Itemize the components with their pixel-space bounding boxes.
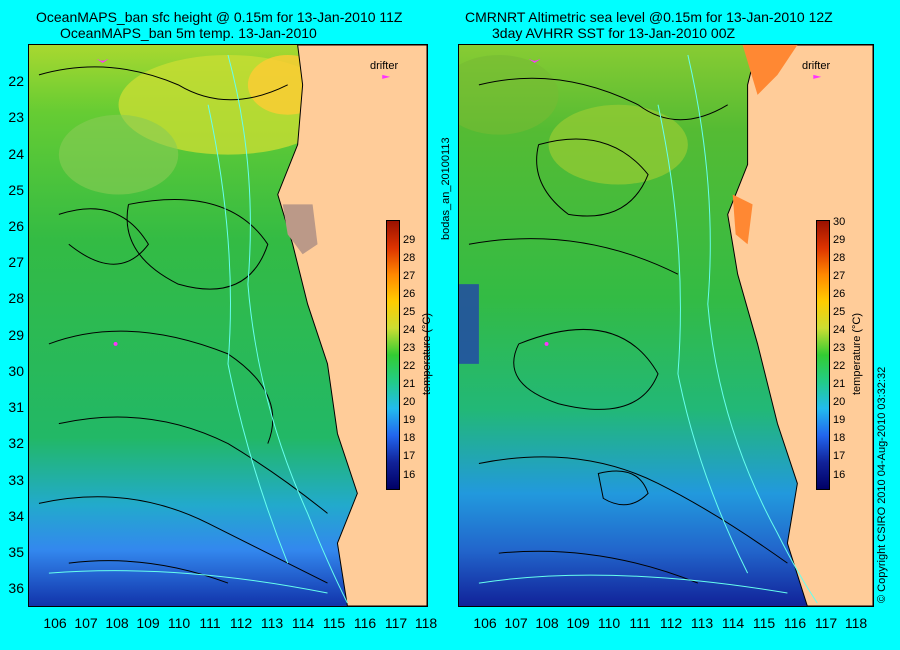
x-tick: 112 bbox=[229, 615, 253, 631]
right-drifter-icon bbox=[813, 74, 822, 79]
x-tick: 115 bbox=[752, 615, 776, 631]
colorbar-tick: 29 bbox=[833, 234, 846, 246]
x-tick: 108 bbox=[535, 615, 559, 631]
left-map bbox=[28, 44, 428, 607]
colorbar-tick: 27 bbox=[403, 270, 416, 282]
right-colorbar bbox=[816, 220, 830, 490]
colorbar-tick: 25 bbox=[403, 306, 416, 318]
colorbar-tick: 20 bbox=[403, 396, 416, 408]
colorbar-tick: 16 bbox=[833, 469, 846, 481]
colorbar-tick: 24 bbox=[833, 324, 846, 336]
colorbar-tick: 20 bbox=[833, 396, 846, 408]
y-tick: 33 bbox=[8, 472, 24, 488]
y-tick: 24 bbox=[8, 146, 24, 162]
right-colorbar-label: temperature (°C) bbox=[851, 312, 863, 395]
x-tick: 109 bbox=[136, 615, 160, 631]
colorbar-tick: 24 bbox=[403, 324, 416, 336]
y-tick: 31 bbox=[8, 399, 24, 415]
y-tick: 29 bbox=[8, 327, 24, 343]
x-tick: 107 bbox=[504, 615, 528, 631]
colorbar-tick: 19 bbox=[833, 414, 846, 426]
colorbar-tick: 16 bbox=[403, 469, 416, 481]
colorbar-tick: 26 bbox=[403, 288, 416, 300]
x-tick: 117 bbox=[384, 615, 408, 631]
x-tick: 114 bbox=[291, 615, 315, 631]
colorbar-tick: 23 bbox=[403, 342, 416, 354]
x-tick: 111 bbox=[199, 615, 221, 631]
x-tick: 110 bbox=[597, 615, 621, 631]
colorbar-tick: 28 bbox=[403, 252, 416, 264]
colorbar-tick: 27 bbox=[833, 270, 846, 282]
colorbar-tick: 29 bbox=[403, 234, 416, 246]
right-map bbox=[458, 44, 874, 607]
colorbar-tick: 19 bbox=[403, 414, 416, 426]
x-tick: 110 bbox=[167, 615, 191, 631]
run-id-label: bodas_an_20100113 bbox=[440, 137, 452, 240]
x-tick: 117 bbox=[814, 615, 838, 631]
colorbar-tick: 28 bbox=[833, 252, 846, 264]
x-tick: 107 bbox=[74, 615, 98, 631]
copyright-label: © Copyright CSIRO 2010 04-Aug-2010 03:32… bbox=[876, 366, 888, 603]
x-tick: 109 bbox=[566, 615, 590, 631]
right-title-line2: 3day AVHRR SST for 13-Jan-2010 00Z bbox=[492, 25, 736, 41]
y-tick: 22 bbox=[8, 73, 24, 89]
y-tick: 28 bbox=[8, 290, 24, 306]
x-tick: 116 bbox=[353, 615, 377, 631]
right-map-canvas bbox=[459, 45, 873, 606]
y-tick: 34 bbox=[8, 508, 24, 524]
colorbar-tick: 18 bbox=[833, 432, 846, 444]
colorbar-tick: 23 bbox=[833, 342, 846, 354]
x-tick: 116 bbox=[783, 615, 807, 631]
y-tick: 35 bbox=[8, 544, 24, 560]
colorbar-tick: 22 bbox=[833, 360, 846, 372]
x-tick: 113 bbox=[260, 615, 284, 631]
y-tick: 32 bbox=[8, 435, 24, 451]
y-tick: 25 bbox=[8, 182, 24, 198]
x-tick: 114 bbox=[721, 615, 745, 631]
colorbar-tick: 17 bbox=[833, 450, 846, 462]
x-tick: 112 bbox=[659, 615, 683, 631]
left-drifter-icon bbox=[382, 74, 391, 79]
x-tick: 108 bbox=[105, 615, 129, 631]
colorbar-tick: 30 bbox=[833, 216, 846, 228]
colorbar-tick: 26 bbox=[833, 288, 846, 300]
right-drifter-label: drifter bbox=[802, 60, 831, 72]
x-tick: 111 bbox=[629, 615, 651, 631]
x-tick: 118 bbox=[844, 615, 868, 631]
colorbar-tick: 18 bbox=[403, 432, 416, 444]
left-colorbar bbox=[386, 220, 400, 490]
x-tick: 115 bbox=[322, 615, 346, 631]
colorbar-tick: 21 bbox=[403, 378, 416, 390]
colorbar-tick: 17 bbox=[403, 450, 416, 462]
y-tick: 36 bbox=[8, 580, 24, 596]
y-tick: 30 bbox=[8, 363, 24, 379]
left-title-line1: OceanMAPS_ban sfc height @ 0.15m for 13-… bbox=[36, 9, 403, 25]
y-tick: 27 bbox=[8, 254, 24, 270]
colorbar-tick: 22 bbox=[403, 360, 416, 372]
x-tick: 106 bbox=[43, 615, 67, 631]
left-title-line2: OceanMAPS_ban 5m temp. 13-Jan-2010 bbox=[60, 25, 317, 41]
left-colorbar-label: temperature (°C) bbox=[421, 312, 433, 395]
x-tick: 113 bbox=[690, 615, 714, 631]
colorbar-tick: 21 bbox=[833, 378, 846, 390]
y-tick: 26 bbox=[8, 218, 24, 234]
left-drifter-label: drifter bbox=[370, 60, 399, 72]
x-tick: 118 bbox=[414, 615, 438, 631]
y-tick: 23 bbox=[8, 109, 24, 125]
colorbar-tick: 25 bbox=[833, 306, 846, 318]
x-tick: 106 bbox=[473, 615, 497, 631]
left-map-canvas bbox=[29, 45, 427, 606]
right-title-line1: CMRNRT Altimetric sea level @0.15m for 1… bbox=[465, 9, 833, 25]
